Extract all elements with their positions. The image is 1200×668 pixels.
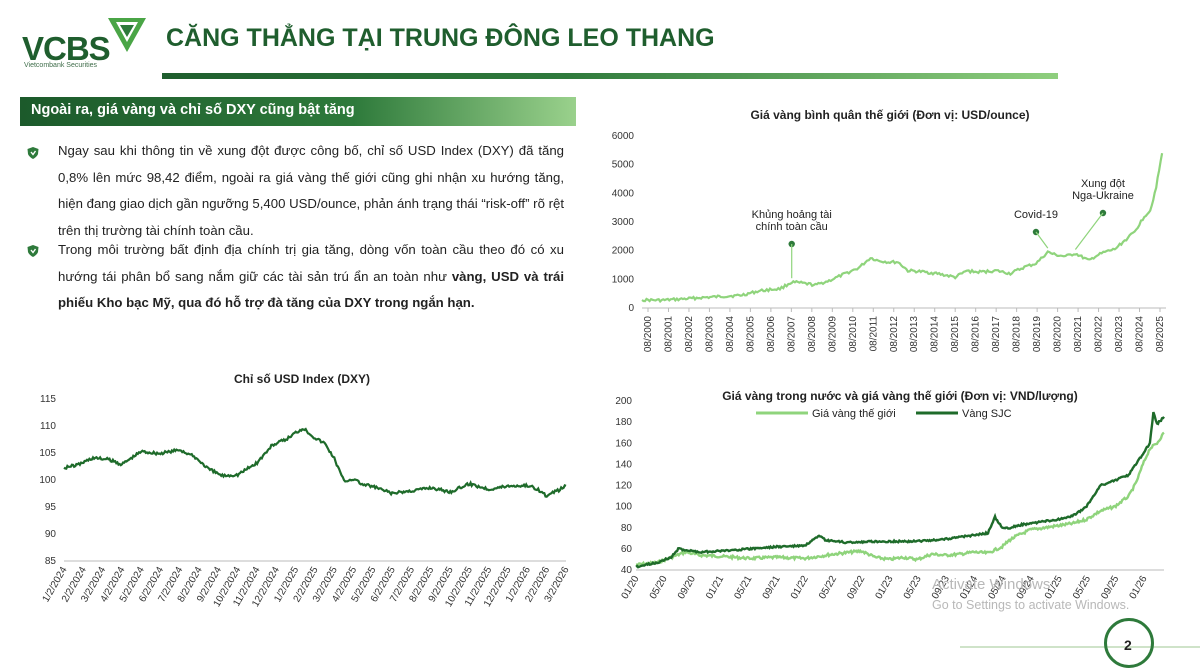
x-tick-label: 09/21	[761, 574, 783, 602]
y-tick-label: 160	[615, 438, 632, 449]
x-tick-label: 08/2021	[1073, 316, 1084, 353]
shield-icon	[27, 147, 39, 159]
chart-title: Giá vàng trong nước và giá vàng thế giới…	[722, 389, 1078, 403]
chart-gold-domestic: Giá vàng trong nước và giá vàng thế giới…	[615, 389, 1165, 602]
chart-title: Chỉ số USD Index (DXY)	[234, 372, 370, 386]
x-tick-label: 09/20	[676, 574, 698, 602]
y-tick-label: 1000	[612, 274, 635, 285]
x-tick-label: 01/23	[874, 574, 896, 602]
y-tick-label: 115	[40, 394, 56, 405]
y-tick-label: 120	[615, 481, 632, 492]
x-tick-label: 08/2005	[745, 316, 756, 353]
x-tick-label: 09/22	[845, 574, 867, 602]
x-tick-label: 08/2003	[704, 316, 715, 353]
x-tick-label: 05/20	[648, 574, 670, 602]
x-tick-label: 08/2014	[930, 316, 941, 353]
shield-icon	[27, 245, 39, 257]
x-tick-label: 08/2000	[643, 316, 654, 353]
windows-activation-watermark-sub: Go to Settings to activate Windows.	[932, 598, 1130, 612]
paragraph-dxy-gold: Ngay sau khi thông tin về xung đột được …	[58, 143, 564, 238]
x-tick-label: 01/21	[704, 574, 726, 602]
annotation-leader	[1074, 212, 1104, 250]
y-tick-label: 60	[621, 544, 633, 555]
y-tick-label: 180	[615, 417, 632, 428]
paragraph-safe-haven-text: Trong môi trường bất định địa chính trị …	[58, 242, 564, 284]
series-line-sjc	[635, 411, 1165, 569]
x-tick-label: 08/2024	[1135, 316, 1146, 353]
annotation-label: Covid-19	[1014, 209, 1058, 221]
page-title: CĂNG THẲNG TẠI TRUNG ĐÔNG LEO THANG	[166, 24, 715, 52]
footer-line	[960, 646, 1200, 648]
x-tick-label: 08/2013	[909, 316, 920, 353]
y-tick-label: 6000	[612, 131, 635, 142]
x-tick-label: 05/22	[817, 574, 839, 602]
x-tick-label: 08/2002	[684, 316, 695, 353]
paragraph-safe-haven-bold: vàng, USD và trái phiếu Kho bạc Mỹ, qua …	[58, 268, 564, 311]
x-tick-label: 01/26	[1128, 574, 1150, 602]
vcbs-logo-mark-icon	[108, 18, 146, 52]
y-tick-label: 4000	[612, 188, 635, 199]
x-tick-label: 08/2022	[1094, 316, 1105, 353]
vcbs-logo-text: VCBS	[22, 30, 111, 67]
series-line-gold-world	[635, 431, 1165, 567]
x-tick-label: 08/2008	[807, 316, 818, 353]
chart-gold-world: Giá vàng bình quân thế giới (Đơn vị: USD…	[612, 108, 1166, 353]
x-tick-label: 08/2011	[868, 316, 879, 352]
section-banner	[20, 97, 576, 126]
series-line-dxy	[63, 427, 567, 498]
y-tick-label: 85	[45, 556, 57, 567]
chart-title: Giá vàng bình quân thế giới (Đơn vị: USD…	[750, 108, 1029, 122]
y-tick-label: 105	[39, 448, 56, 459]
x-tick-label: 08/2006	[766, 316, 777, 353]
legend-label-sjc: Vàng SJC	[962, 408, 1012, 420]
y-tick-label: 2000	[612, 246, 635, 257]
y-tick-label: 5000	[612, 160, 635, 171]
annotation-label: Xung đột Nga-Ukraine	[1072, 178, 1134, 202]
y-tick-label: 80	[621, 523, 633, 534]
x-tick-label: 08/2019	[1032, 316, 1043, 353]
y-tick-label: 110	[40, 421, 56, 432]
series-line-gold-world	[641, 152, 1164, 304]
x-tick-label: 08/2010	[848, 316, 859, 353]
chart-legend: Giá vàng thế giới Vàng SJC	[756, 408, 1012, 420]
x-tick-label: 01/22	[789, 574, 811, 602]
title-underline	[162, 73, 1058, 79]
annotation-leader	[1035, 231, 1049, 249]
y-tick-label: 100	[615, 502, 632, 513]
y-tick-label: 40	[621, 565, 633, 576]
annotation-label: Khủng hoảng tài chính toàn cầu	[752, 209, 832, 233]
x-tick-label: 08/2004	[725, 316, 736, 353]
x-tick-label: 08/2025	[1155, 316, 1166, 353]
x-tick-label: 05/23	[902, 574, 924, 602]
y-tick-label: 0	[628, 303, 634, 314]
y-tick-label: 90	[45, 529, 57, 540]
x-tick-label: 08/2016	[971, 316, 982, 353]
y-tick-label: 95	[45, 502, 57, 513]
paragraph-safe-haven: Trong môi trường bất định địa chính trị …	[58, 237, 564, 317]
section-title: Ngoài ra, giá vàng và chỉ số DXY cũng bậ…	[31, 102, 355, 118]
x-tick-label: 08/2018	[1012, 316, 1023, 353]
x-tick-label: 08/2015	[950, 316, 961, 353]
vcbs-logo-subtitle: Vietcombank Securities	[24, 62, 98, 69]
x-tick-label: 08/2009	[827, 316, 838, 353]
legend-label-world: Giá vàng thế giới	[812, 408, 896, 420]
x-tick-label: 08/2020	[1053, 316, 1064, 353]
x-tick-label: 01/20	[620, 574, 642, 602]
page-number: 2	[1124, 637, 1132, 653]
chart-dxy: Chỉ số USD Index (DXY) 85 90 95 100 105 110 11…	[39, 372, 571, 609]
x-tick-label: 08/2007	[786, 316, 797, 353]
y-tick-label: 200	[615, 396, 632, 407]
y-tick-label: 3000	[612, 217, 635, 228]
x-tick-label: 08/2001	[663, 316, 674, 353]
y-tick-label: 100	[39, 475, 56, 486]
x-tick-label: 08/2017	[991, 316, 1002, 353]
x-tick-label: 05/21	[732, 574, 754, 602]
y-tick-label: 140	[615, 459, 632, 470]
x-tick-label: 08/2012	[889, 316, 900, 353]
windows-activation-watermark: Activate Windows	[932, 576, 1051, 593]
x-tick-label: 08/2023	[1114, 316, 1125, 353]
